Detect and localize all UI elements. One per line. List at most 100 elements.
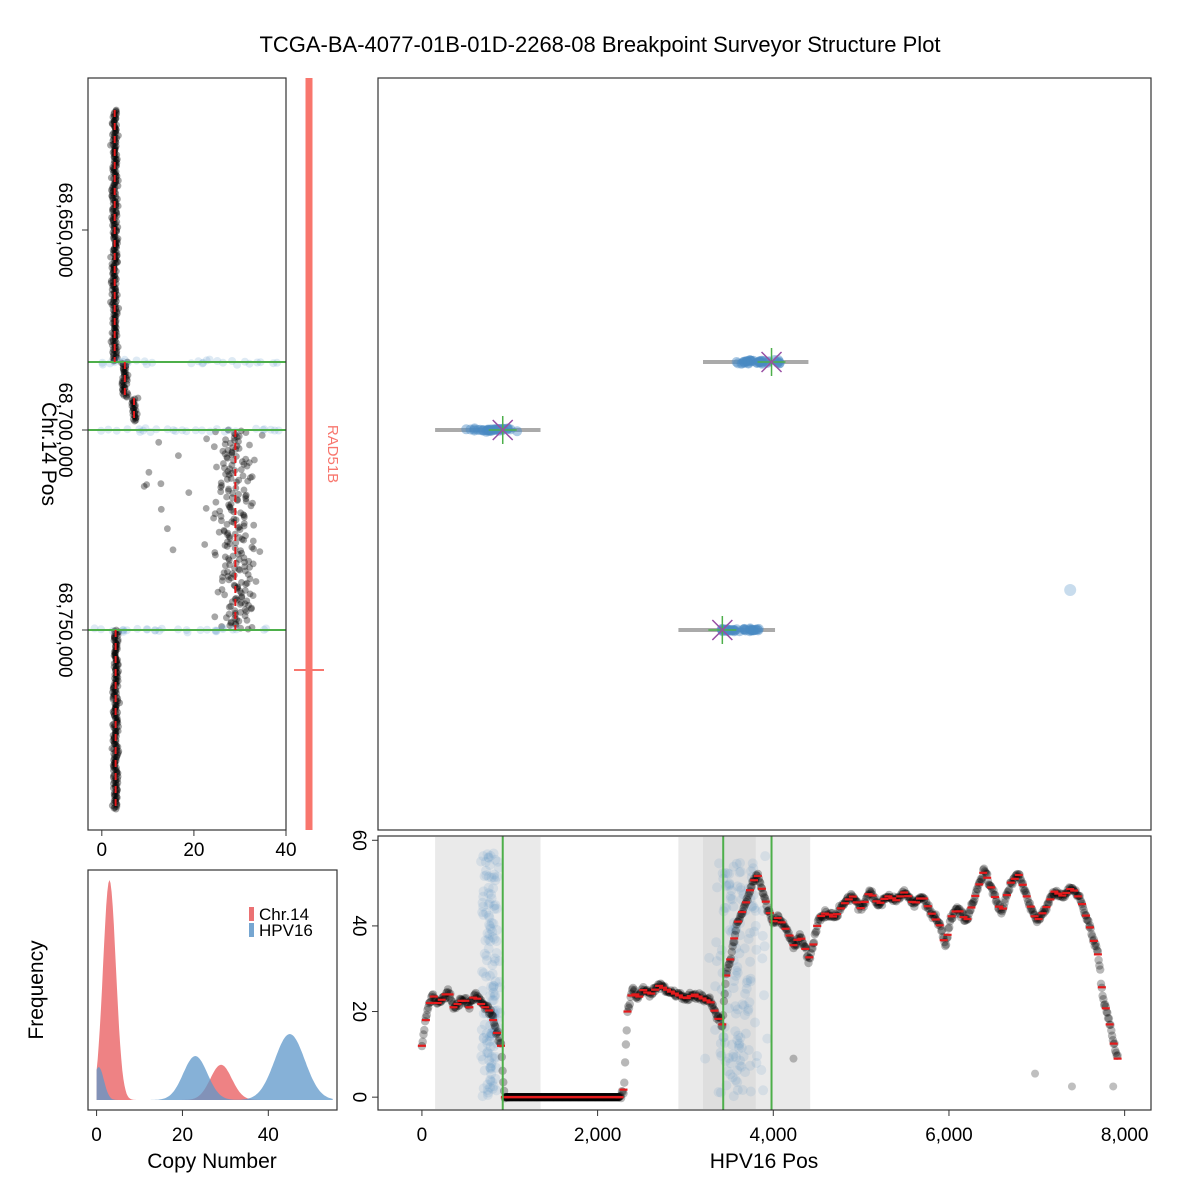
cluster-read bbox=[754, 356, 765, 367]
copy-point bbox=[232, 594, 240, 602]
pileup-read bbox=[479, 1019, 490, 1030]
copy-point bbox=[111, 145, 119, 153]
pileup-read bbox=[740, 905, 751, 916]
copy-point bbox=[110, 350, 117, 358]
pileup-read bbox=[489, 1053, 500, 1064]
chr-copy-yticks: 68,650,000 68,700,000 68,750,000 bbox=[54, 182, 88, 678]
copy-point bbox=[235, 432, 243, 440]
copy-point bbox=[228, 518, 236, 525]
copy-point bbox=[236, 601, 244, 608]
pileup-read bbox=[731, 925, 741, 936]
copy-point bbox=[111, 323, 119, 331]
copy-point bbox=[248, 543, 256, 551]
pileup-read bbox=[488, 980, 499, 991]
copy-point bbox=[110, 637, 118, 644]
copy-point bbox=[971, 887, 981, 897]
copy-point bbox=[110, 244, 118, 252]
copy-point bbox=[112, 649, 119, 657]
cluster-read bbox=[746, 355, 757, 366]
copy-point bbox=[217, 479, 225, 487]
copy-point bbox=[112, 714, 120, 722]
pileup-read bbox=[731, 943, 741, 954]
cluster-read bbox=[740, 624, 750, 635]
pileup-read bbox=[485, 850, 496, 861]
pileup-read bbox=[730, 1026, 741, 1037]
pileup-read bbox=[478, 886, 489, 897]
copy-point bbox=[110, 311, 118, 318]
copy-point bbox=[114, 202, 122, 210]
copy-point bbox=[227, 602, 235, 610]
copy-point bbox=[731, 926, 740, 935]
y-tick-label: 68,700,000 bbox=[54, 382, 75, 477]
copy-point bbox=[235, 617, 243, 625]
copy-point bbox=[239, 472, 247, 480]
copy-point bbox=[808, 944, 817, 953]
pileup-read bbox=[487, 932, 498, 943]
pileup-read bbox=[733, 1030, 744, 1041]
copy-point bbox=[730, 937, 739, 947]
pileup-read bbox=[757, 930, 768, 941]
copy-point bbox=[211, 510, 219, 518]
copy-point bbox=[111, 233, 118, 241]
pileup-read bbox=[493, 862, 504, 873]
pileup-read bbox=[478, 851, 489, 862]
pileup-read bbox=[723, 880, 734, 891]
copy-point bbox=[228, 469, 236, 477]
copy-point bbox=[133, 410, 141, 418]
copy-point bbox=[944, 924, 953, 933]
copy-point bbox=[240, 536, 248, 544]
copy-point bbox=[157, 480, 165, 488]
copy-point bbox=[240, 513, 248, 521]
copy-point bbox=[110, 663, 118, 671]
copy-point bbox=[1104, 1014, 1114, 1023]
cluster-read bbox=[745, 624, 756, 635]
copy-point bbox=[240, 522, 248, 530]
cluster-read bbox=[729, 626, 740, 637]
cluster-read bbox=[465, 424, 476, 435]
copy-point bbox=[241, 567, 249, 575]
copy-point bbox=[809, 938, 819, 947]
pileup-read bbox=[490, 953, 500, 964]
outlier-point bbox=[1067, 1082, 1076, 1091]
pileup-read bbox=[486, 1028, 497, 1039]
pileup-read bbox=[700, 1053, 711, 1064]
pileup-read bbox=[490, 990, 501, 1001]
copy-point bbox=[241, 606, 249, 614]
pileup-read bbox=[479, 871, 490, 882]
pileup-read bbox=[724, 925, 735, 936]
copy-point bbox=[108, 192, 116, 200]
copy-point bbox=[242, 580, 250, 588]
pileup-read bbox=[722, 868, 733, 879]
outlier-point bbox=[1109, 1082, 1118, 1091]
pileup-read bbox=[745, 928, 755, 938]
pileup-read bbox=[734, 1060, 745, 1071]
legend-label: Chr.14 bbox=[259, 905, 309, 924]
copy-point bbox=[114, 223, 122, 231]
pileup-read bbox=[489, 991, 500, 1002]
copy-point bbox=[111, 791, 119, 799]
cluster-read bbox=[757, 355, 768, 366]
copy-point bbox=[228, 451, 235, 459]
pileup-read bbox=[714, 858, 725, 869]
pileup-read bbox=[485, 923, 496, 934]
copy-point bbox=[210, 443, 218, 451]
copy-point bbox=[256, 548, 264, 555]
copy-point bbox=[237, 547, 245, 555]
pileup-read bbox=[710, 981, 721, 992]
copy-point bbox=[225, 555, 232, 562]
pileup-read bbox=[481, 907, 492, 918]
copy-point bbox=[232, 621, 240, 629]
copy-point bbox=[488, 1011, 497, 1020]
copy-point bbox=[1108, 1036, 1118, 1045]
breakpoint-structure-panel bbox=[377, 77, 1152, 831]
pileup-read bbox=[478, 891, 489, 902]
copy-point bbox=[758, 888, 767, 898]
copy-point bbox=[1016, 874, 1025, 883]
copy-point bbox=[759, 889, 768, 898]
copy-point bbox=[114, 195, 121, 203]
pileup-read bbox=[725, 1058, 736, 1069]
x-tick-label: 8,000 bbox=[1101, 1125, 1149, 1146]
copy-point bbox=[621, 1040, 631, 1049]
copy-point bbox=[970, 895, 979, 904]
pileup-read bbox=[711, 956, 722, 967]
